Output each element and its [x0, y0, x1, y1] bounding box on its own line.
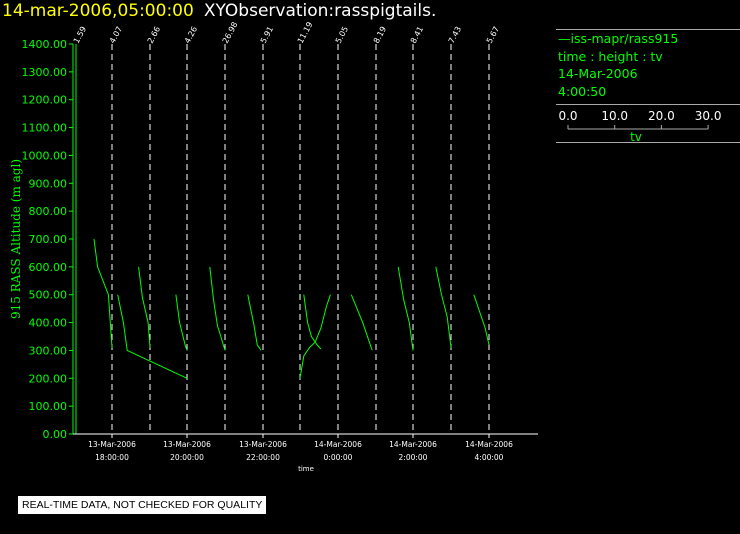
window-title: 14-mar-2006,05:00:00 XYObservation:rasspi…	[2, 1, 436, 21]
profile-label: 8.41	[409, 25, 425, 45]
y-axis-label: 915 RASS Altitude (m agl)	[9, 159, 23, 319]
quality-note: REAL-TIME DATA, NOT CHECKED FOR QUALITY	[18, 496, 267, 514]
x-tick-date: 14-Mar-2006	[465, 440, 513, 449]
series-line	[138, 266, 151, 348]
legend-date: 14-Mar-2006	[558, 66, 638, 81]
y-tick-label: 200.00	[29, 372, 68, 385]
x-tick-date: 13-Mar-2006	[88, 440, 136, 449]
x-axis-label: time	[298, 465, 314, 473]
profile-label: 5.05	[334, 25, 350, 45]
x-tick-time: 4:00:00	[475, 453, 504, 462]
series-line	[473, 294, 490, 346]
y-tick-label: 1100.00	[22, 122, 68, 135]
title-text: XYObservation:rasspigtails.	[203, 1, 437, 21]
series-line	[247, 294, 262, 351]
profile-label: 26.98	[221, 20, 240, 44]
legend-series-swatch: —	[558, 31, 571, 46]
legend-divider	[556, 142, 740, 143]
title-datetime: 14-mar-2006,05:00:00	[2, 1, 194, 21]
x-tick-time: 2:00:00	[399, 453, 428, 462]
x-tick-date: 14-Mar-2006	[389, 440, 437, 449]
y-tick-label: 1000.00	[22, 149, 68, 162]
y-tick-label: 400.00	[29, 317, 68, 330]
x-tick-date: 13-Mar-2006	[239, 440, 287, 449]
series-line	[175, 294, 188, 351]
profile-label: 4.07	[108, 25, 124, 45]
x-ticks: 13-Mar-2006 18:00:00 13-Mar-2006 20:00:00 13…	[88, 434, 513, 462]
legend-divider	[556, 29, 740, 30]
legend-scale-tick-label: 10.0	[601, 109, 628, 123]
data-traces	[93, 238, 490, 379]
profile-lines: 1.59 4.07 2.66 4.26 26.98 5.91 11.19 5.05 8.19 8.…	[72, 20, 501, 434]
axes	[72, 44, 538, 435]
profile-label: 11.19	[296, 20, 315, 44]
profile-label: 2.66	[146, 25, 162, 45]
series-line	[209, 266, 226, 351]
y-tick-label: 600.00	[29, 261, 68, 274]
legend-scale: 0.0 10.0 20.0 30.0 tv	[558, 109, 721, 144]
legend-scale-label: tv	[630, 130, 642, 141]
series-line	[93, 238, 113, 348]
legend-scale-tick-label: 20.0	[648, 109, 675, 123]
profile-label: 5.67	[485, 25, 501, 45]
x-tick-time: 22:00:00	[246, 453, 280, 462]
x-tick-date: 13-Mar-2006	[163, 440, 211, 449]
y-tick-label: 800.00	[29, 205, 68, 218]
legend-scale-ticks: 0.0 10.0 20.0 30.0	[558, 109, 721, 129]
legend-scale-tick-label: 30.0	[695, 109, 722, 123]
x-tick-time: 0:00:00	[324, 453, 353, 462]
x-tick-time: 18:00:00	[95, 453, 129, 462]
y-tick-label: 100.00	[29, 400, 68, 413]
series-line	[397, 266, 414, 351]
legend-divider	[556, 104, 740, 105]
profile-label: 7.43	[447, 25, 463, 45]
series-line	[117, 294, 188, 379]
y-tick-label: 500.00	[29, 289, 68, 302]
y-tick-label: 0.00	[43, 428, 68, 441]
y-tick-label: 900.00	[29, 177, 68, 190]
series-line	[350, 294, 373, 351]
y-ticks: 0.00 100.00 200.00 300.00 400.00 500.00 600.00…	[22, 38, 73, 441]
y-tick-label: 1400.00	[22, 38, 68, 51]
y-tick-label: 700.00	[29, 233, 68, 246]
legend-vars: time : height : tv	[558, 48, 663, 64]
x-tick-time: 20:00:00	[170, 453, 204, 462]
legend-scale-tick-label: 0.0	[558, 109, 577, 123]
series-line	[435, 266, 452, 348]
legend-series: —iss-mapr/rass915	[556, 30, 740, 48]
y-tick-label: 1300.00	[22, 66, 68, 79]
y-tick-label: 300.00	[29, 344, 68, 357]
y-tick-label: 1200.00	[22, 94, 68, 107]
profile-label: 1.59	[72, 25, 88, 45]
profile-label: 5.91	[259, 25, 275, 45]
profile-label: 4.26	[183, 25, 199, 45]
legend-panel: —iss-mapr/rass915 time : height : tv 14-…	[556, 29, 740, 144]
profile-label: 8.19	[372, 25, 388, 45]
x-tick-date: 14-Mar-2006	[314, 440, 362, 449]
series-line	[303, 294, 322, 350]
legend-time: 4:00:50	[558, 83, 607, 99]
series-line	[299, 294, 331, 379]
legend-series-label: iss-mapr/rass915	[570, 31, 679, 46]
